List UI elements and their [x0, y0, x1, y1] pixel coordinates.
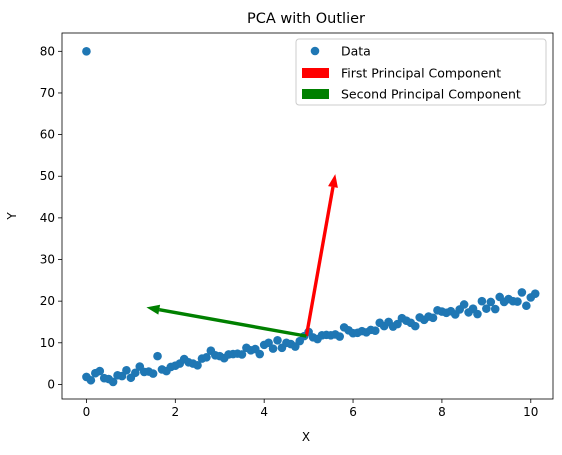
first-principal-component-arrow-shaft — [304, 186, 335, 337]
y-tick-label: 80 — [40, 44, 55, 58]
legend-label: Data — [341, 44, 371, 59]
plot-area: 0 2 4 6 8 10 0 10 20 30 40 50 60 70 80 — [40, 32, 554, 419]
legend-swatch-first-pc — [302, 68, 329, 78]
data-point — [482, 304, 491, 313]
legend-marker-data — [310, 46, 320, 56]
legend-swatch-second-pc — [302, 89, 329, 99]
chart-title: PCA with Outlier — [247, 11, 365, 27]
y-tick-label: 10 — [40, 336, 55, 350]
data-point — [335, 332, 345, 341]
y-axis-title: Y — [5, 212, 19, 221]
x-tick-label: 6 — [349, 405, 357, 419]
data-point — [122, 365, 131, 375]
second-principal-component-arrow-head — [146, 304, 161, 315]
legend: Data First Principal Component Second Prin… — [295, 38, 547, 106]
y-tick-label: 40 — [40, 211, 55, 225]
data-point — [95, 366, 105, 376]
data-point — [410, 321, 420, 331]
data-point — [490, 304, 500, 314]
data-point — [393, 319, 402, 329]
data-point — [86, 375, 96, 385]
x-axis-title: X — [302, 430, 310, 444]
data-point — [237, 350, 247, 359]
data-point — [477, 296, 487, 306]
x-tick-label: 10 — [523, 405, 538, 419]
data-point — [153, 351, 162, 361]
legend-label: Second Principal Component — [341, 87, 521, 102]
data-point — [82, 47, 91, 56]
legend-label: First Principal Component — [341, 66, 501, 81]
data-point — [117, 371, 127, 381]
x-tick-label: 4 — [260, 405, 268, 419]
data-point — [428, 313, 438, 323]
x-tick-label: 8 — [438, 405, 446, 419]
second-principal-component-arrow-shaft — [158, 308, 307, 338]
data-point — [268, 344, 278, 353]
data-point — [513, 297, 522, 306]
data-point — [517, 288, 527, 297]
y-tick-label: 0 — [47, 377, 55, 391]
plot-frame — [61, 32, 554, 400]
y-tick-label: 30 — [40, 253, 55, 267]
y-tick-label: 70 — [40, 86, 55, 100]
y-tick-label: 20 — [40, 294, 55, 308]
x-tick-label: 2 — [171, 405, 179, 419]
y-tick-label: 60 — [40, 128, 55, 142]
data-point — [522, 301, 531, 311]
y-tick-label: 50 — [40, 169, 55, 183]
data-point — [193, 360, 202, 370]
data-point — [255, 349, 265, 359]
legend-box — [295, 38, 547, 106]
data-point — [459, 300, 469, 309]
data-point — [202, 353, 211, 362]
data-point — [108, 377, 118, 387]
first-principal-component-arrow-head — [328, 174, 338, 188]
data-point — [273, 335, 282, 345]
data-point — [530, 289, 540, 298]
data-point — [473, 309, 482, 319]
data-point — [370, 326, 380, 336]
data-point — [486, 297, 496, 307]
x-tick-label: 0 — [83, 405, 91, 419]
data-point — [131, 368, 140, 378]
data-point — [148, 369, 158, 378]
data-point — [264, 338, 273, 348]
